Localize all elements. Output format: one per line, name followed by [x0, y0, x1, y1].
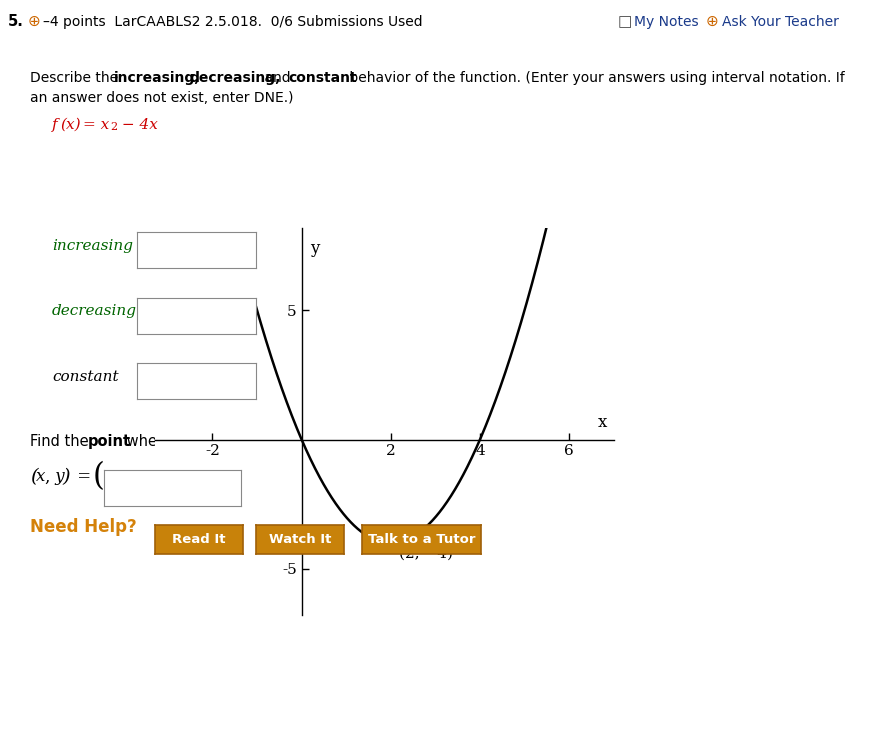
Text: ⊕: ⊕ [706, 14, 719, 29]
Text: Talk to a Tutor: Talk to a Tutor [368, 533, 475, 546]
Text: f: f [52, 118, 57, 131]
Text: (2, −4): (2, −4) [399, 547, 453, 561]
Text: =: = [72, 468, 96, 486]
Text: decreasing,: decreasing, [189, 72, 281, 85]
Text: y: y [50, 468, 64, 486]
Text: increasing: increasing [52, 239, 133, 253]
Text: decreasing: decreasing [52, 304, 137, 319]
Text: y: y [311, 240, 320, 257]
Text: Ask Your Teacher: Ask Your Teacher [722, 15, 839, 28]
Text: Need Help?: Need Help? [30, 518, 137, 536]
Text: and: and [260, 72, 295, 85]
Text: ): ) [62, 468, 70, 486]
Text: □: □ [618, 14, 632, 29]
Text: (: ( [93, 462, 105, 492]
Text: (: ( [30, 468, 38, 486]
Text: − 4x: − 4x [117, 118, 158, 131]
Text: constant: constant [288, 72, 357, 85]
Text: 2: 2 [110, 122, 117, 131]
Text: ,: , [44, 468, 49, 486]
Text: Watch It: Watch It [269, 533, 331, 546]
Text: x: x [598, 413, 607, 430]
Text: Describe the: Describe the [30, 72, 123, 85]
Text: My Notes: My Notes [634, 15, 698, 28]
Text: 5.: 5. [8, 14, 24, 29]
Text: an answer does not exist, enter DNE.): an answer does not exist, enter DNE.) [30, 92, 293, 105]
Text: Find the: Find the [30, 434, 94, 449]
Text: constant: constant [52, 369, 118, 383]
Text: behavior of the function. (Enter your answers using interval notation. If: behavior of the function. (Enter your an… [345, 72, 845, 85]
Text: ): ) [265, 462, 277, 492]
Text: = x: = x [83, 118, 109, 131]
Text: where the behavior of the function changes.: where the behavior of the function chang… [122, 434, 453, 449]
Text: ⊕: ⊕ [28, 14, 41, 29]
Text: x: x [36, 468, 45, 486]
Text: Read It: Read It [172, 533, 225, 546]
Text: point: point [88, 434, 131, 449]
Text: –4 points  LarCAABLS2 2.5.018.  0/6 Submissions Used: –4 points LarCAABLS2 2.5.018. 0/6 Submis… [43, 15, 423, 28]
Text: (x): (x) [60, 118, 80, 131]
Text: increasing,: increasing, [114, 72, 200, 85]
